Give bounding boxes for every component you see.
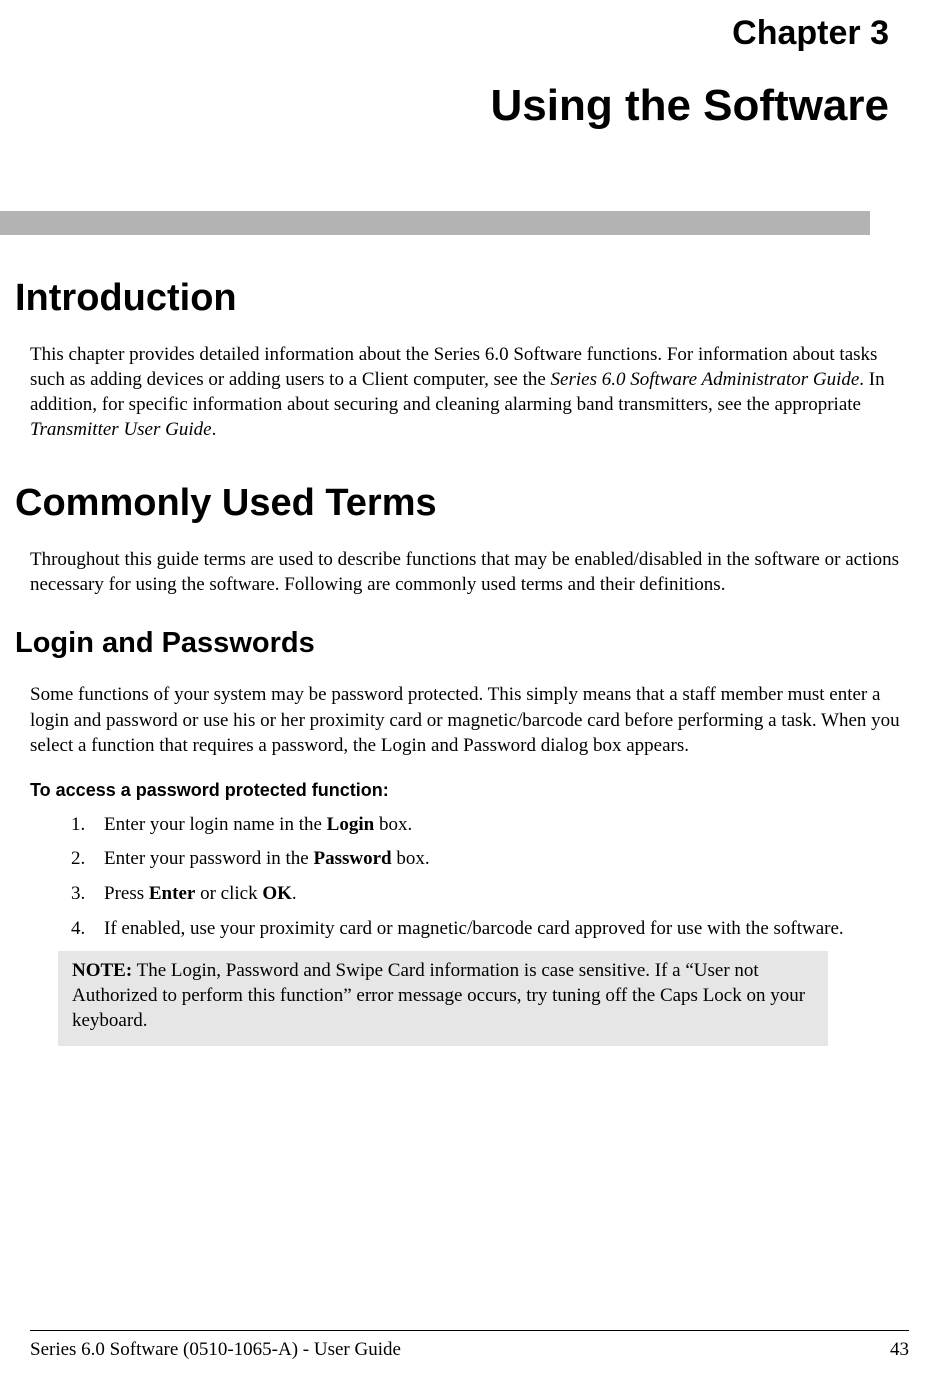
step-1-bold: Login (327, 814, 375, 835)
heading-login-passwords: Login and Passwords (15, 627, 909, 660)
step-1: Enter your login name in the Login box. (90, 813, 909, 838)
step-2-text-a: Enter your password in the (104, 848, 313, 869)
step-2-text-c: box. (392, 848, 430, 869)
footer-page-number: 43 (890, 1339, 909, 1361)
note-text: The Login, Password and Swipe Card infor… (72, 960, 805, 1030)
step-4: If enabled, use your proximity card or m… (90, 917, 909, 942)
intro-text-c: . (212, 419, 217, 440)
note-box: NOTE: The Login, Password and Swipe Card… (58, 951, 828, 1045)
chapter-title: Using the Software (30, 81, 889, 131)
section-divider-bar (0, 211, 870, 235)
footer-left: Series 6.0 Software (0510-1065-A) - User… (30, 1339, 401, 1361)
steps-list: Enter your login name in the Login box. … (90, 813, 909, 942)
login-paragraph: Some functions of your system may be pas… (30, 682, 900, 757)
intro-paragraph: This chapter provides detailed informati… (30, 342, 900, 442)
subhead-access-password: To access a password protected function: (30, 780, 909, 801)
step-3-bold-ok: OK (262, 883, 292, 904)
step-3-text-a: Press (104, 883, 149, 904)
step-3: Press Enter or click OK. (90, 882, 909, 907)
step-1-text-a: Enter your login name in the (104, 814, 327, 835)
step-1-text-c: box. (374, 814, 412, 835)
heading-introduction: Introduction (15, 277, 909, 320)
step-2-bold: Password (313, 848, 391, 869)
step-2: Enter your password in the Password box. (90, 847, 909, 872)
heading-commonly-used-terms: Commonly Used Terms (15, 482, 909, 525)
intro-italic-2: Transmitter User Guide (30, 419, 212, 440)
step-3-text-c: or click (195, 883, 262, 904)
step-3-bold-enter: Enter (149, 883, 195, 904)
page-footer: Series 6.0 Software (0510-1065-A) - User… (30, 1330, 909, 1361)
chapter-label: Chapter 3 (30, 14, 889, 53)
note-label: NOTE: (72, 960, 132, 981)
terms-paragraph: Throughout this guide terms are used to … (30, 547, 900, 597)
step-3-text-e: . (292, 883, 297, 904)
intro-italic-1: Series 6.0 Software Administrator Guide (551, 369, 860, 390)
